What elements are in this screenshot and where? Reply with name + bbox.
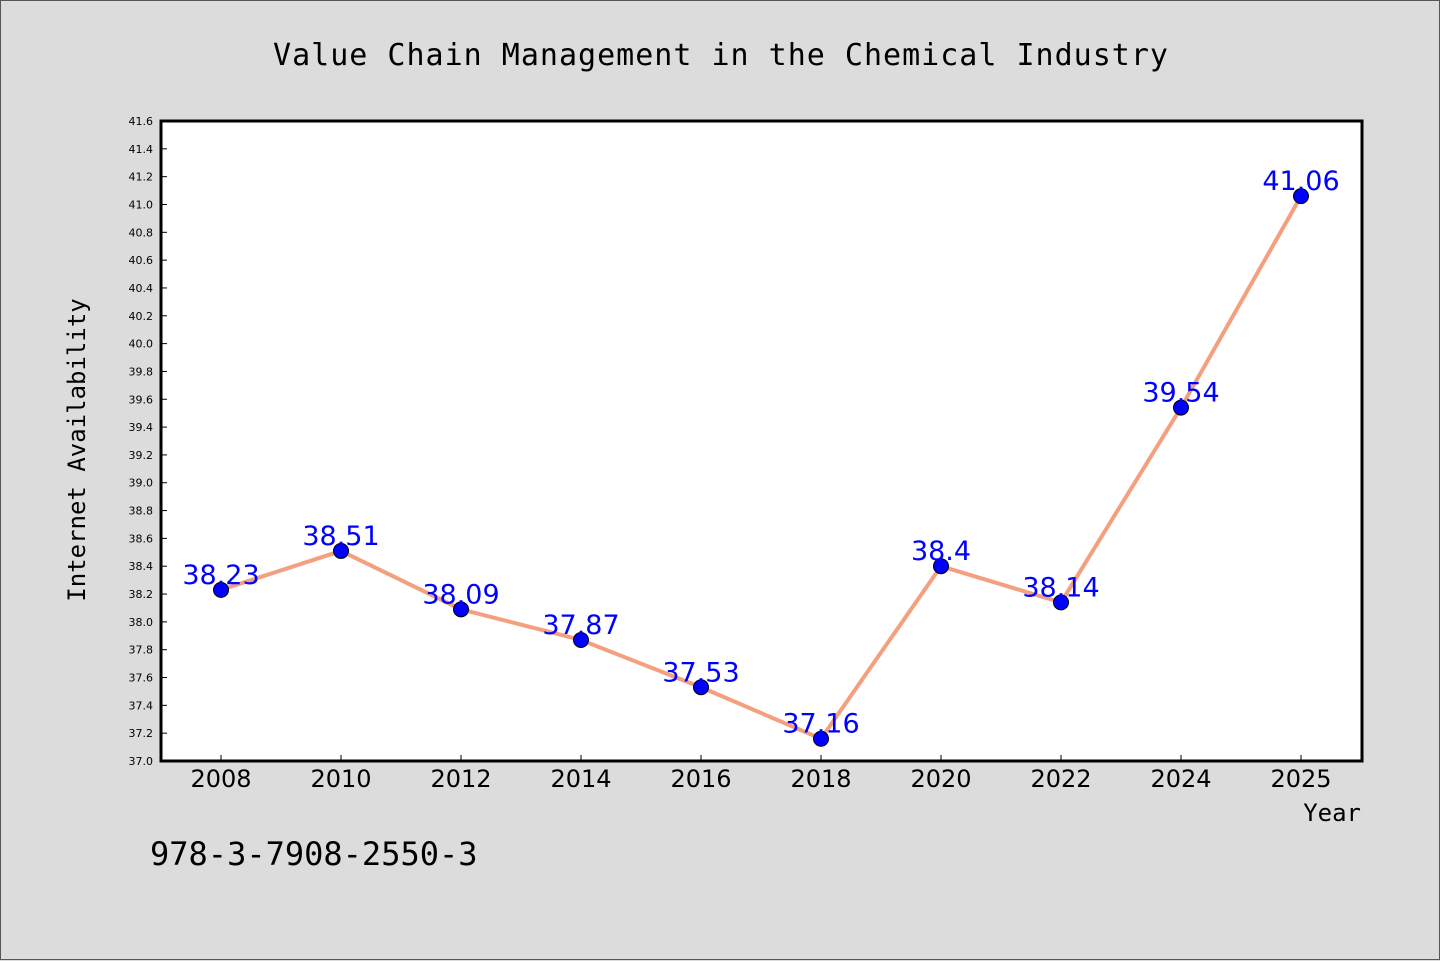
data-point	[213, 581, 229, 598]
data-markers	[213, 188, 1309, 747]
series-line	[219, 194, 1303, 741]
chart-title: Value Chain Management in the Chemical I…	[273, 38, 1169, 73]
y-tick-label: 40.8	[129, 226, 154, 239]
y-tick-label: 37.8	[129, 644, 154, 657]
x-tick-label: 2012	[430, 765, 491, 793]
y-tick-label: 39.4	[129, 421, 154, 434]
data-labels: 38.23 38.51 38.09 37.87 37.53 37.16 38.4 38.14 3…	[182, 166, 1339, 740]
data-point	[333, 542, 349, 559]
data-label: 38.14	[1022, 572, 1099, 603]
y-tick-label: 39.0	[129, 477, 154, 490]
x-tick-label: 2008	[190, 765, 251, 793]
isbn-text: 978-3-7908-2550-3	[150, 835, 478, 873]
y-tick-label: 40.2	[129, 310, 154, 323]
data-point	[693, 679, 709, 696]
y-tick-label: 38.2	[129, 588, 154, 601]
x-tick-label: 2014	[550, 765, 611, 793]
y-tick-label: 39.6	[129, 393, 154, 406]
x-tick-label: 2010	[310, 765, 371, 793]
data-point	[1053, 594, 1069, 611]
y-axis-label: Internet Availability	[63, 298, 91, 601]
y-tick-label: 40.4	[129, 282, 154, 295]
plot-border	[159, 119, 1364, 763]
x-axis-label: Year	[1303, 799, 1361, 827]
data-label: 39.54	[1142, 378, 1219, 409]
data-point	[813, 730, 829, 747]
y-tick-label: 41.4	[129, 143, 154, 156]
y-tick-label: 40.6	[129, 254, 154, 267]
y-tick-label: 39.8	[129, 365, 154, 378]
data-label: 37.53	[662, 657, 739, 688]
data-label: 38.51	[302, 521, 379, 552]
y-axis-ticks: 37.0 37.2 37.4 37.6 37.8 38.0 38.2 38.4 38.6 38.8…	[129, 115, 167, 768]
data-point	[933, 558, 949, 575]
x-tick-label: 2016	[670, 765, 731, 793]
data-label: 38.4	[911, 536, 971, 567]
y-tick-label: 39.2	[129, 449, 154, 462]
data-point	[1293, 188, 1309, 205]
x-tick-label: 2022	[1030, 765, 1091, 793]
x-tick-label: 2025	[1270, 765, 1331, 793]
plot-area	[161, 121, 1362, 761]
y-tick-label: 38.0	[129, 616, 154, 629]
data-point	[453, 601, 469, 618]
y-tick-label: 37.4	[129, 699, 154, 712]
data-label: 38.09	[422, 579, 499, 610]
data-label: 37.16	[782, 709, 859, 740]
y-tick-label: 38.6	[129, 532, 154, 545]
data-point	[573, 631, 589, 648]
x-tick-label: 2024	[1150, 765, 1211, 793]
y-tick-label: 41.6	[129, 115, 154, 128]
x-tick-label: 2018	[790, 765, 851, 793]
data-point	[1173, 399, 1189, 416]
data-label: 41.06	[1262, 166, 1339, 197]
y-tick-label: 37.0	[129, 755, 154, 768]
y-tick-label: 38.8	[129, 505, 154, 518]
y-tick-label: 37.6	[129, 672, 154, 685]
data-label: 37.87	[542, 610, 619, 641]
y-tick-label: 41.0	[129, 198, 154, 211]
y-tick-label: 38.4	[129, 560, 154, 573]
y-tick-label: 40.0	[129, 338, 154, 351]
y-tick-label: 37.2	[129, 727, 154, 740]
x-axis-ticks: 2008 2010 2012 2014 2016 2018 2020 2022 2024 2025	[190, 755, 1332, 793]
y-tick-label: 41.2	[129, 171, 154, 184]
data-label: 38.23	[182, 560, 259, 591]
x-tick-label: 2020	[910, 765, 971, 793]
